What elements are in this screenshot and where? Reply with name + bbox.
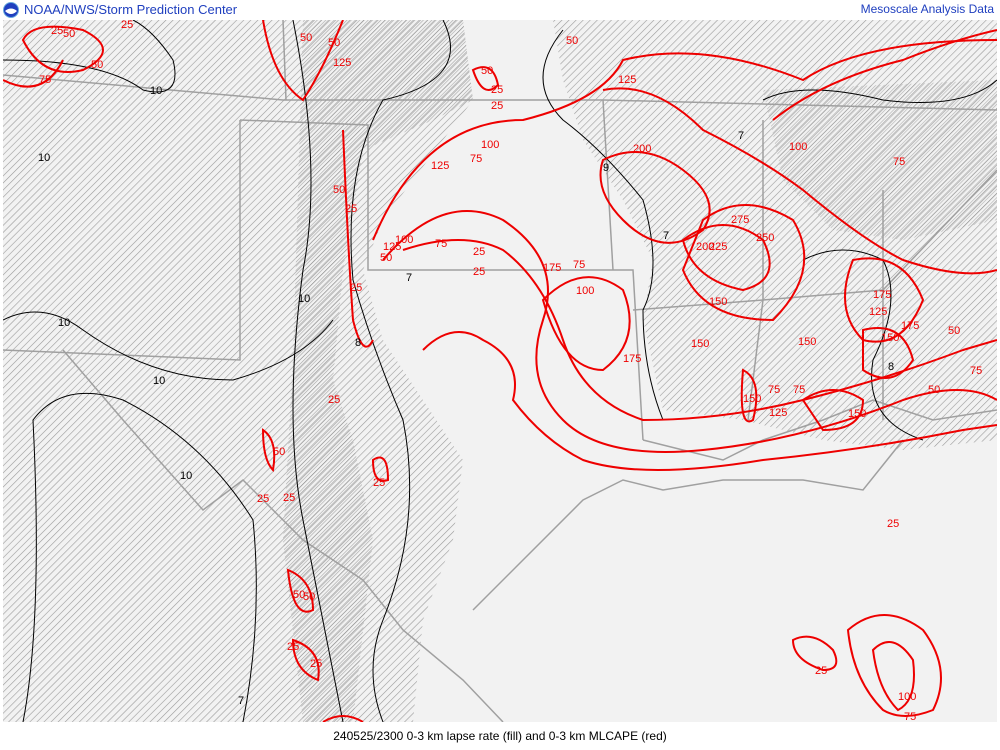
mlcape-label: 25 — [345, 203, 357, 215]
mlcape-label: 50 — [481, 65, 493, 77]
mlcape-label: 75 — [573, 259, 585, 271]
mlcape-label: 100 — [789, 141, 807, 153]
lapse-rate-label: 7 — [663, 230, 669, 242]
mlcape-label: 150 — [798, 336, 816, 348]
mlcape-label: 25 — [257, 493, 269, 505]
mlcape-label: 100 — [576, 285, 594, 297]
mlcape-label: 25 — [373, 477, 385, 489]
mlcape-label: 175 — [543, 262, 561, 274]
mlcape-label: 25 — [283, 492, 295, 504]
mlcape-label: 50 — [928, 384, 940, 396]
mlcape-label: 75 — [970, 365, 982, 377]
mlcape-label: 125 — [869, 306, 887, 318]
mlcape-label: 75 — [904, 711, 916, 722]
mlcape-label: 75 — [793, 384, 805, 396]
lapse-rate-label: 10 — [150, 85, 162, 97]
lapse-rate-label: 7 — [406, 272, 412, 284]
mlcape-label: 75 — [768, 384, 780, 396]
mlcape-label: 150 — [709, 296, 727, 308]
mlcape-label: 150 — [848, 408, 866, 420]
mlcape-label: 275 — [731, 214, 749, 226]
mlcape-label: 200 — [633, 143, 651, 155]
lapse-rate-contours — [3, 20, 997, 722]
mlcape-label: 25 — [491, 100, 503, 112]
lapse-rate-label: 10 — [38, 152, 50, 164]
mlcape-label: 25 — [473, 266, 485, 278]
mlcape-label: 25 — [51, 25, 63, 37]
mlcape-label: 50 — [948, 325, 960, 337]
spc-title-link[interactable]: NOAA/NWS/Storm Prediction Center — [24, 2, 238, 17]
mlcape-label: 200 — [696, 241, 714, 253]
mlcape-label: 175 — [623, 353, 641, 365]
lapse-rate-label: 9 — [603, 162, 609, 174]
mlcape-label: 150 — [743, 393, 761, 405]
mlcape-label: 225 — [709, 241, 727, 253]
mlcape-contours — [3, 20, 997, 722]
lapse-rate-label: 8 — [888, 361, 894, 373]
mlcape-label: 50 — [300, 32, 312, 44]
mlcape-label: 25 — [328, 394, 340, 406]
mlcape-label: 50 — [273, 446, 285, 458]
lapse-rate-label: 7 — [238, 695, 244, 707]
lapse-rate-label: 7 — [738, 130, 744, 142]
mlcape-label: 125 — [618, 74, 636, 86]
lapse-rate-label: 10 — [58, 317, 70, 329]
mlcape-label: 50 — [566, 35, 578, 47]
mlcape-label: 50 — [303, 591, 315, 603]
mlcape-label: 25 — [350, 282, 362, 294]
noaa-logo-icon[interactable] — [3, 2, 19, 18]
mlcape-label: 25 — [815, 665, 827, 677]
lapse-rate-fill — [3, 20, 997, 722]
mlcape-label: 50 — [91, 59, 103, 71]
mlcape-label: 125 — [769, 407, 787, 419]
mlcape-label: 50 — [328, 37, 340, 49]
mlcape-label: 25 — [887, 518, 899, 530]
mlcape-label: 75 — [470, 153, 482, 165]
header-bar: NOAA/NWS/Storm Prediction Center Mesosca… — [0, 0, 1000, 20]
mlcape-label: 75 — [435, 238, 447, 250]
mlcape-label: 150 — [881, 332, 899, 344]
mlcape-label: 125 — [383, 241, 401, 253]
mlcape-label: 100 — [898, 691, 916, 703]
mlcape-label: 175 — [873, 289, 891, 301]
mlcape-label: 150 — [691, 338, 709, 350]
mlcape-label: 50 — [333, 184, 345, 196]
mlcape-label: 25 — [473, 246, 485, 258]
mlcape-label: 75 — [39, 74, 51, 86]
lapse-rate-label: 10 — [180, 470, 192, 482]
mesoscale-analysis-link[interactable]: Mesoscale Analysis Data — [860, 2, 994, 16]
mlcape-label: 175 — [901, 320, 919, 332]
mlcape-label: 25 — [121, 20, 133, 31]
mlcape-label: 25 — [491, 84, 503, 96]
lapse-rate-label: 8 — [355, 337, 361, 349]
mlcape-label: 100 — [481, 139, 499, 151]
mlcape-label: 100 — [395, 234, 413, 246]
mlcape-label: 50 — [293, 589, 305, 601]
mlcape-label: 125 — [431, 160, 449, 172]
lapse-rate-labels: 10 10 10 10 10 10 7 7 7 7 9 8 8 — [38, 85, 894, 707]
mlcape-label: 25 — [310, 658, 322, 670]
mlcape-label: 250 — [756, 232, 774, 244]
mlcape-label: 25 — [287, 641, 299, 653]
mlcape-label: 125 — [333, 57, 351, 69]
map-caption: 240525/2300 0-3 km lapse rate (fill) and… — [333, 729, 667, 743]
lapse-rate-label: 10 — [298, 293, 310, 305]
mlcape-label: 50 — [63, 28, 75, 40]
mlcape-label: 50 — [380, 252, 392, 264]
lapse-rate-label: 10 — [153, 375, 165, 387]
mlcape-label: 75 — [893, 156, 905, 168]
